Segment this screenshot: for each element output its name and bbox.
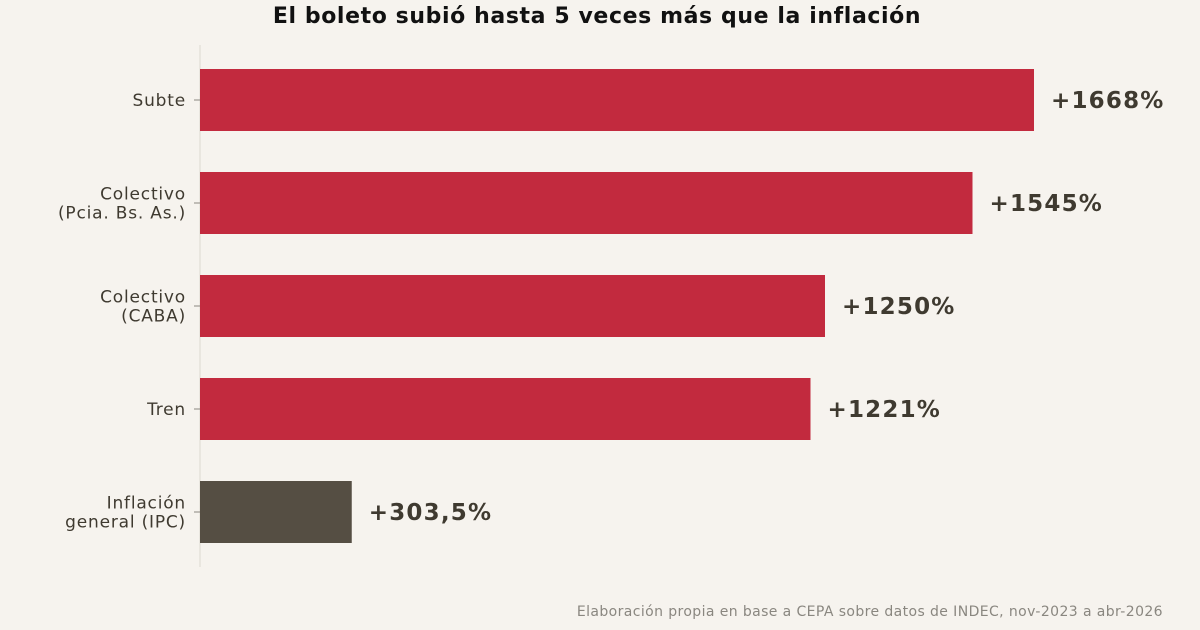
chart-title: El boleto subió hasta 5 veces más que la… bbox=[272, 4, 922, 29]
bar-1 bbox=[200, 172, 973, 234]
category-label-2: Colectivo (CABA) bbox=[100, 288, 186, 327]
category-label-1: Colectivo (Pcia. Bs. As.) bbox=[58, 185, 186, 224]
bar-2 bbox=[200, 275, 825, 337]
category-label-3: Tren bbox=[146, 400, 186, 420]
category-label-0: Subte bbox=[133, 91, 186, 111]
value-label-2: +1250% bbox=[842, 294, 956, 320]
bar-3 bbox=[200, 378, 811, 440]
value-label-1: +1545% bbox=[990, 191, 1104, 217]
category-label-4: Inflación general (IPC) bbox=[65, 494, 186, 533]
value-label-3: +1221% bbox=[828, 397, 942, 423]
value-label-0: +1668% bbox=[1051, 88, 1165, 114]
source-note: Elaboración propia en base a CEPA sobre … bbox=[576, 604, 1163, 620]
value-label-4: +303,5% bbox=[369, 500, 492, 526]
bar-0 bbox=[200, 69, 1034, 131]
bars-layer: +1668% Subte +1545% Colectivo (Pcia. Bs. As.… bbox=[58, 69, 1165, 543]
bar-4 bbox=[200, 481, 352, 543]
